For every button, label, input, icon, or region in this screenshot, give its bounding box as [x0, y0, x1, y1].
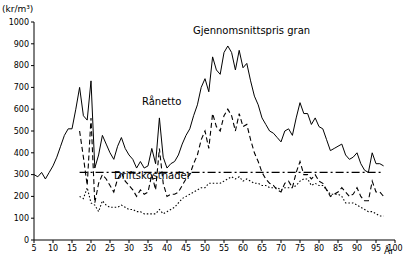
svg-text:1000: 1000 [9, 18, 29, 27]
svg-text:5: 5 [31, 244, 36, 253]
svg-text:300: 300 [14, 170, 29, 179]
svg-text:65: 65 [257, 244, 267, 253]
svg-text:200: 200 [14, 192, 29, 201]
svg-text:600: 600 [14, 105, 29, 114]
svg-text:45: 45 [181, 244, 191, 253]
svg-text:50: 50 [200, 244, 210, 253]
svg-text:80: 80 [314, 244, 324, 253]
html-text:(kr/m³): (kr/m³) [2, 4, 34, 14]
svg-text:800: 800 [14, 61, 29, 70]
svg-text:15: 15 [67, 244, 77, 253]
svg-text:700: 700 [14, 83, 29, 92]
svg-text:20: 20 [86, 244, 96, 253]
html-text:År: År [384, 246, 394, 256]
svg-text:90: 90 [352, 244, 362, 253]
svg-text:400: 400 [14, 149, 29, 158]
svg-text:10: 10 [48, 244, 58, 253]
html-text:Driftskostnader: Driftskostnader [114, 170, 191, 181]
svg-text:55: 55 [219, 244, 229, 253]
html-text:Rånetto: Rånetto [142, 96, 182, 107]
svg-text:500: 500 [14, 127, 29, 136]
svg-text:60: 60 [238, 244, 248, 253]
svg-text:95: 95 [371, 244, 381, 253]
html-text:Gjennomsnittspris gran: Gjennomsnittspris gran [193, 25, 311, 36]
svg-text:25: 25 [105, 244, 115, 253]
svg-text:900: 900 [14, 40, 29, 49]
svg-text:30: 30 [124, 244, 134, 253]
svg-text:70: 70 [276, 244, 286, 253]
svg-text:85: 85 [333, 244, 343, 253]
svg-text:35: 35 [143, 244, 153, 253]
svg-text:100: 100 [14, 214, 29, 223]
svg-text:40: 40 [162, 244, 172, 253]
svg-text:0: 0 [24, 236, 29, 245]
svg-text:75: 75 [295, 244, 305, 253]
